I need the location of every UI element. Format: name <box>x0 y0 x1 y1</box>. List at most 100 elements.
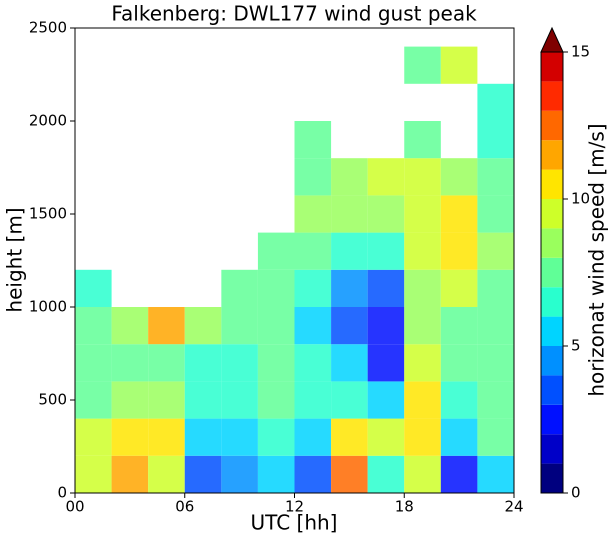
cell <box>257 232 295 270</box>
colorbar-label: horizonat wind speed [m/s] <box>585 123 609 396</box>
cell <box>477 381 514 419</box>
cell <box>404 195 441 233</box>
colorbar-band <box>541 463 563 493</box>
cell <box>477 195 514 233</box>
cell <box>440 195 478 233</box>
cell <box>294 232 332 270</box>
cell <box>404 381 441 419</box>
cell <box>477 121 514 159</box>
cell <box>294 381 332 419</box>
cell <box>477 232 514 270</box>
cell <box>221 269 258 307</box>
cell <box>477 269 514 307</box>
cell <box>404 418 441 456</box>
cell <box>294 158 332 196</box>
cell <box>257 455 295 493</box>
colorbar-band <box>541 434 563 464</box>
cell <box>257 381 295 419</box>
cell <box>440 381 478 419</box>
y-tick-label: 1000 <box>29 298 67 316</box>
cell <box>148 344 185 382</box>
cell <box>75 455 112 493</box>
colorbar-band <box>541 287 563 317</box>
cell <box>75 381 112 419</box>
cell <box>221 381 258 419</box>
x-tick-label: 12 <box>285 498 304 516</box>
cell <box>331 195 368 233</box>
cell <box>111 418 149 456</box>
cell <box>404 455 441 493</box>
cell <box>477 307 514 345</box>
cell <box>477 344 514 382</box>
cell <box>294 269 332 307</box>
cell <box>111 381 149 419</box>
cell <box>221 344 258 382</box>
cell <box>440 455 478 493</box>
cell <box>331 307 368 345</box>
cell <box>257 418 295 456</box>
cell <box>148 307 185 345</box>
colorbar-tick-label: 5 <box>571 337 581 355</box>
cell <box>294 455 332 493</box>
cell <box>75 307 112 345</box>
cell <box>440 46 478 84</box>
y-tick-label: 0 <box>57 484 67 502</box>
cell <box>331 418 368 456</box>
colorbar-band <box>541 199 563 229</box>
cell <box>404 232 441 270</box>
cell <box>294 344 332 382</box>
x-tick-label: 24 <box>504 498 523 516</box>
y-tick-label: 1500 <box>29 205 67 223</box>
y-tick-label: 2500 <box>29 19 67 37</box>
colorbar-band <box>541 346 563 376</box>
x-tick-label: 00 <box>65 498 84 516</box>
cell <box>184 307 222 345</box>
cell <box>477 83 514 121</box>
cell <box>367 455 405 493</box>
cell <box>404 344 441 382</box>
cell <box>404 269 441 307</box>
cell <box>331 455 368 493</box>
colorbar-band <box>541 316 563 346</box>
colorbar-frame <box>540 51 564 494</box>
cell <box>221 455 258 493</box>
colorbar-band <box>541 140 563 170</box>
cell <box>148 381 185 419</box>
cell <box>75 344 112 382</box>
cell <box>221 418 258 456</box>
y-tick-label: 500 <box>38 391 67 409</box>
cell <box>367 232 405 270</box>
cell <box>440 158 478 196</box>
cell <box>331 381 368 419</box>
cell <box>440 269 478 307</box>
cell <box>184 455 222 493</box>
cell <box>404 158 441 196</box>
cell <box>184 418 222 456</box>
cell <box>111 455 149 493</box>
cell <box>477 455 514 493</box>
cell <box>184 344 222 382</box>
cell <box>440 418 478 456</box>
colorbar-tick-label: 0 <box>571 484 581 502</box>
cell <box>294 418 332 456</box>
cell <box>148 418 185 456</box>
cell <box>367 195 405 233</box>
cell <box>404 46 441 84</box>
cell <box>477 158 514 196</box>
cell <box>440 307 478 345</box>
cell <box>367 344 405 382</box>
cell <box>404 307 441 345</box>
cell <box>111 307 149 345</box>
cell <box>257 344 295 382</box>
cell <box>440 232 478 270</box>
colorbar-band <box>541 169 563 199</box>
cell <box>221 307 258 345</box>
cell <box>331 232 368 270</box>
cell <box>257 307 295 345</box>
cell <box>294 195 332 233</box>
colorbar-band <box>541 52 563 82</box>
chart-title: Falkenberg: DWL177 wind gust peak <box>111 2 477 26</box>
cell <box>367 381 405 419</box>
cell <box>367 307 405 345</box>
